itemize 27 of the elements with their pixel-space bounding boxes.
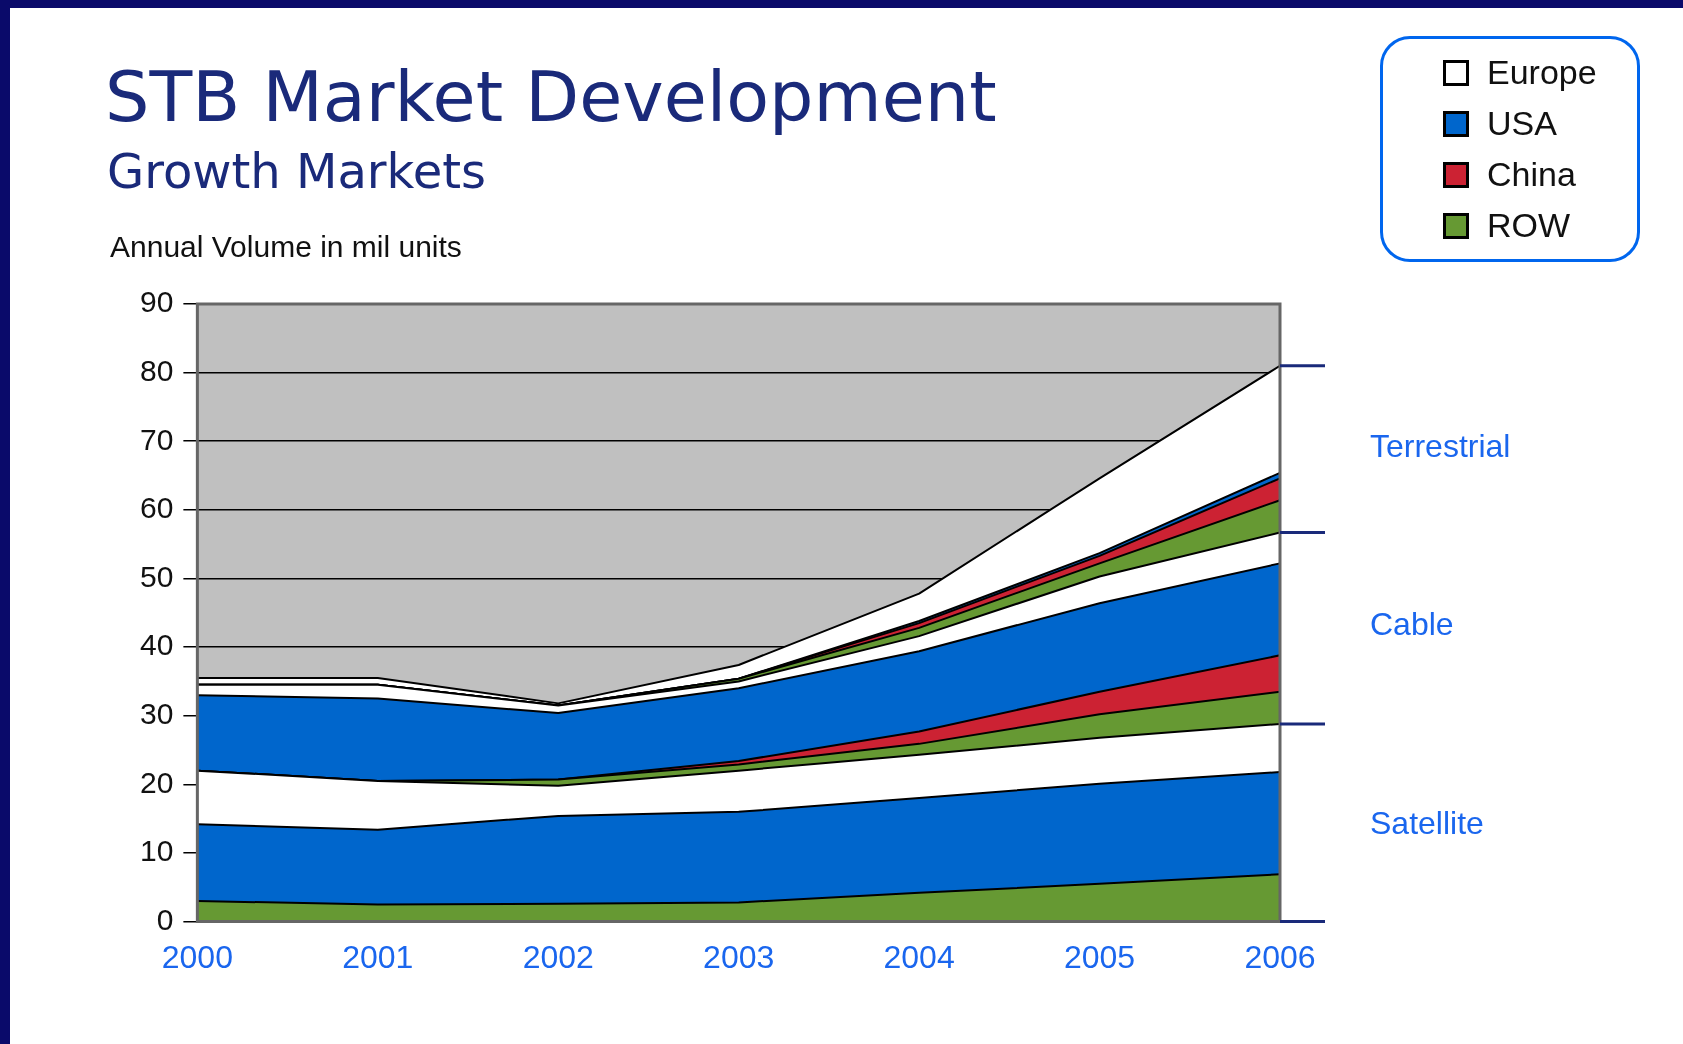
x-tick-label: 2003 [703, 938, 775, 975]
y-tick-label: 50 [139, 559, 174, 593]
y-tick-label: 0 [156, 902, 174, 936]
y-tick-label: 10 [139, 834, 174, 868]
x-tick-label: 2001 [342, 938, 414, 975]
y-axis-title: Annual Volume in mil units [110, 230, 462, 264]
legend-label: Europe [1487, 53, 1597, 92]
x-tick-label: 2002 [522, 938, 594, 975]
chart-subtitle: Growth Markets [107, 143, 487, 199]
legend-label: China [1487, 155, 1576, 194]
y-tick-label: 40 [139, 628, 174, 662]
x-tick-label: 2000 [161, 938, 233, 975]
legend-label: ROW [1487, 206, 1571, 245]
x-tick-label: 2006 [1244, 938, 1316, 975]
legend-label: USA [1487, 104, 1557, 143]
y-tick-label: 20 [139, 765, 174, 799]
x-tick-label: 2005 [1063, 938, 1136, 975]
chart-title: STB Market Development [105, 56, 997, 138]
y-tick-label: 60 [139, 491, 174, 525]
y-tick-label: 30 [139, 697, 174, 730]
y-tick-label: 70 [139, 422, 174, 456]
x-tick-label: 2004 [883, 938, 955, 975]
annotation: Cable [1370, 606, 1454, 643]
y-tick-label: 90 [139, 285, 174, 319]
y-tick-label: 80 [139, 353, 174, 387]
annotation: Satellite [1370, 805, 1484, 842]
annotation: Terrestrial [1370, 427, 1511, 464]
